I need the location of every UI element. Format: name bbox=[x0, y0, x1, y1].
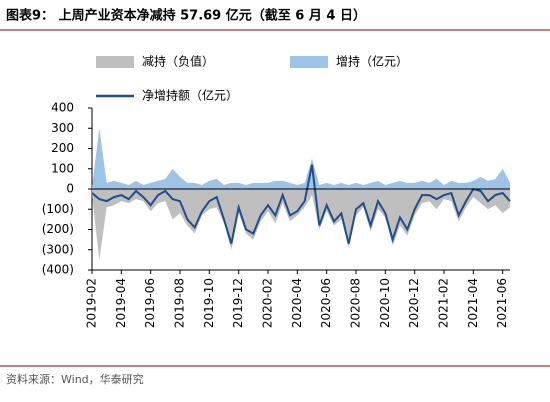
y-tick-label: (300) bbox=[42, 242, 74, 256]
y-tick-label: 100 bbox=[51, 161, 74, 175]
y-tick-label: (200) bbox=[42, 222, 74, 236]
area bbox=[92, 128, 510, 189]
y-tick-label: 400 bbox=[51, 101, 74, 115]
legend-swatch bbox=[290, 56, 328, 68]
y-tick-label: 200 bbox=[51, 141, 74, 155]
x-tick-label: 2019-06 bbox=[143, 278, 157, 328]
legend-swatch bbox=[96, 56, 134, 68]
x-tick-label: 2019-12 bbox=[231, 278, 245, 328]
x-tick-label: 2020-08 bbox=[349, 278, 363, 328]
legend-label: 增持（亿元） bbox=[336, 54, 408, 69]
x-tick-label: 2019-02 bbox=[85, 278, 99, 328]
x-tick-label: 2019-10 bbox=[202, 278, 216, 328]
x-tick-label: 2020-12 bbox=[407, 278, 421, 328]
area bbox=[92, 189, 510, 260]
x-tick-label: 2021-04 bbox=[466, 278, 480, 328]
legend-label: 减持（负值） bbox=[142, 54, 214, 69]
x-tick-label: 2019-08 bbox=[173, 278, 187, 328]
x-tick-label: 2019-04 bbox=[114, 278, 128, 328]
source: 资料来源：Wind，华泰研究 bbox=[6, 372, 144, 386]
x-tick-label: 2020-02 bbox=[261, 278, 275, 328]
chart-title: 图表9： 上周产业资本净减持 57.69 亿元（截至 6 月 4 日） bbox=[6, 8, 366, 24]
legend-label: 净增持额（亿元） bbox=[142, 88, 238, 103]
y-tick-label: 300 bbox=[51, 121, 74, 135]
x-tick-label: 2020-04 bbox=[290, 278, 304, 328]
x-tick-label: 2021-06 bbox=[495, 278, 509, 328]
x-tick-label: 2020-06 bbox=[319, 278, 333, 328]
y-tick-label: 0 bbox=[66, 182, 74, 196]
y-tick-label: (400) bbox=[42, 263, 74, 277]
x-tick-label: 2021-02 bbox=[437, 278, 451, 328]
x-tick-label: 2020-10 bbox=[378, 278, 392, 328]
line bbox=[91, 164, 511, 244]
y-tick-label: (100) bbox=[42, 202, 74, 216]
